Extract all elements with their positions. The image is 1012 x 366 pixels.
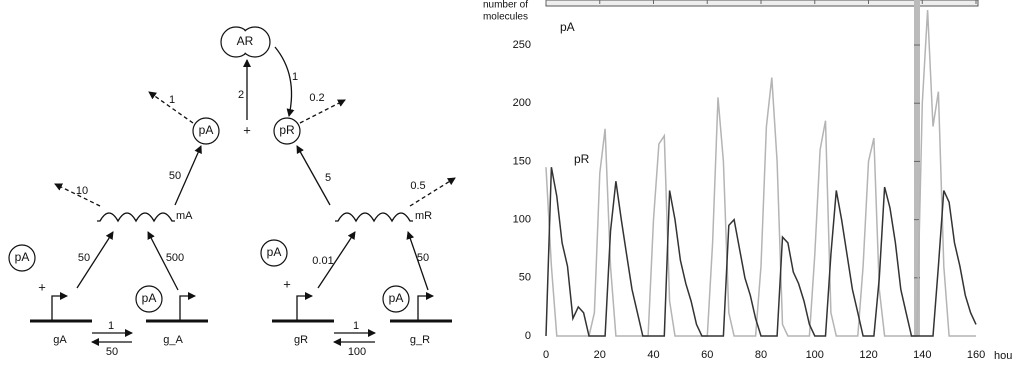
rate: 10 xyxy=(76,185,88,197)
x-tick-label: 80 xyxy=(755,349,767,361)
top-strip xyxy=(545,0,979,7)
y-tick-label: 150 xyxy=(513,155,531,167)
bound-activator: pA xyxy=(142,291,157,305)
rate: 0.2 xyxy=(309,92,324,104)
series-line xyxy=(545,167,977,337)
time-series-chart: number of molecules hours pA pR 0 50 100 15… xyxy=(483,0,1012,362)
x-tick-label: 100 xyxy=(806,349,824,361)
y-tick-label: 0 xyxy=(525,330,531,342)
plus: + xyxy=(243,122,251,137)
rate: 500 xyxy=(166,252,184,264)
x-tick-label: 120 xyxy=(859,349,877,361)
plus: + xyxy=(38,279,46,294)
gene: g_R xyxy=(410,334,430,346)
activator: pA xyxy=(15,250,30,264)
rate: 50 xyxy=(169,170,181,182)
rate: 0.5 xyxy=(410,180,425,192)
x-tick-label: 0 xyxy=(543,349,549,361)
x-tick-label: 140 xyxy=(913,349,931,361)
rate: 1 xyxy=(108,320,114,332)
rate: 5 xyxy=(325,172,331,184)
gap-band xyxy=(914,0,920,336)
x-axis-label: hours xyxy=(994,350,1012,362)
series-label: pR xyxy=(574,152,590,166)
y-axis-label: molecules xyxy=(483,12,528,23)
rate: 50 xyxy=(106,346,118,358)
y-tick-label: 200 xyxy=(513,97,531,109)
x-tick-label: 20 xyxy=(594,349,606,361)
gene: g_A xyxy=(163,334,183,346)
rate: 50 xyxy=(78,252,90,264)
x-tick-label: 40 xyxy=(647,349,659,361)
protein: pR xyxy=(279,123,295,137)
rate: 1 xyxy=(353,320,359,332)
protein: pA xyxy=(199,123,214,137)
series-line xyxy=(545,10,976,337)
activator: pA xyxy=(267,245,282,259)
x-tick-label: 60 xyxy=(701,349,713,361)
bound-activator: pA xyxy=(389,291,404,305)
plus: + xyxy=(283,276,291,291)
rate: 100 xyxy=(348,346,366,358)
y-tick-label: 250 xyxy=(513,39,531,51)
rate: 0.01 xyxy=(312,255,333,267)
rate: 50 xyxy=(417,252,429,264)
gene: gR xyxy=(294,334,308,346)
mrna: mA xyxy=(176,210,193,222)
y-tick-label: 50 xyxy=(519,272,531,284)
series-label: pA xyxy=(560,20,575,34)
mrna: mR xyxy=(415,210,432,222)
complex: AR xyxy=(237,34,254,48)
rate: 2 xyxy=(238,89,244,101)
x-tick-label: 160 xyxy=(967,349,985,361)
y-axis-label: number of xyxy=(483,0,528,11)
rate: 1 xyxy=(169,94,175,106)
gene: gA xyxy=(53,334,67,346)
reaction-diagram: AR pA pR mA mR pA pA pA pA + + + gA g_A … xyxy=(8,26,456,358)
y-tick-label: 100 xyxy=(513,214,531,226)
rate: 1 xyxy=(292,71,298,83)
